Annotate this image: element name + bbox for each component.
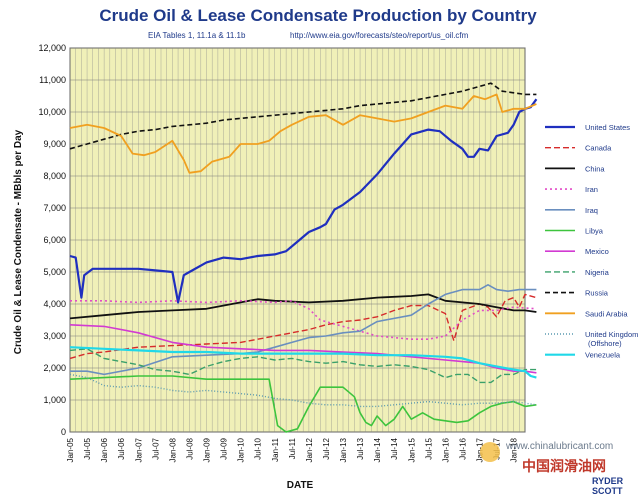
series-line-mexico [69,324,537,374]
x-tick-label: Jan-11 [271,437,280,461]
y-axis-label: Crude Oil & Lease Condensate - MBbls per… [13,129,24,354]
y-tick-label: 11,000 [39,75,66,85]
series-line-libya [69,375,537,433]
y-tick-label: 9,000 [43,139,66,149]
series-line-saudi-arabia [69,93,537,174]
logo-scott: SCOTT [592,486,623,496]
y-tick-label: 6,000 [43,235,66,245]
legend-label: Libya [585,227,604,236]
y-tick-label: 7,000 [43,203,66,213]
x-tick-label: Jan-13 [339,437,348,462]
x-tick-label: Jan-10 [237,437,246,462]
x-tick-label: Jan-08 [168,437,177,462]
legend-label: Iraq [585,206,598,215]
legend-label: Iran [585,185,598,194]
legend-label: United States [585,123,630,132]
series-line-united-kingdom-offshore [69,373,537,408]
series-line-venezuela [69,346,537,379]
y-tick-label: 5,000 [43,267,66,277]
legend-label: Nigeria [585,268,610,277]
legend-label: Venezuela [585,351,621,360]
y-tick-label: 8,000 [43,171,66,181]
grid-lines [69,47,526,433]
x-tick-label: Jul-11 [288,437,297,459]
chart-subtitle-url: http://www.eia.gov/forecasts/steo/report… [290,31,469,40]
y-tick-label: 10,000 [38,107,66,117]
x-tick-label: Jul-09 [220,437,229,459]
y-tick-label: 3,000 [43,331,66,341]
legend-label: Russia [585,289,609,298]
y-axis-ticks: 0 1,000 2,000 3,000 4,000 5,000 6,000 7,000 8,00… [38,43,66,437]
x-tick-label: Jan-14 [373,437,382,462]
legend-label: United Kingdom (Offshore) [585,330,638,348]
y-tick-label: 4,000 [43,299,66,309]
x-tick-label: Jul-08 [185,437,194,459]
legend-label: Mexico [585,247,609,256]
legend-label: Canada [585,144,612,153]
x-tick-label: Jul-05 [83,437,92,459]
y-tick-label: 12,000 [38,43,66,53]
x-tick-label: Jan-15 [407,437,416,462]
x-tick-label: Jul-14 [390,437,399,459]
series-line-china [69,293,537,320]
x-tick-label: Jul-10 [254,437,263,459]
y-tick-label: 0 [61,427,66,437]
x-tick-label: Jul-12 [322,437,331,459]
y-tick-label: 1,000 [43,395,66,405]
x-tick-label: Jan-17 [476,437,485,462]
watermark: www.chinalubricant.com 中国润滑油网 RYDER SCOT… [480,441,624,496]
x-tick-label: Jan-09 [203,437,212,462]
x-tick-label: Jul-13 [356,437,365,459]
x-tick-label: Jan-16 [441,437,450,462]
x-tick-label: Jul-07 [151,437,160,459]
legend: United States Canada China Iran Iraq Libya Mex… [545,123,638,360]
logo-ryder: RYDER [592,476,624,486]
x-axis-ticks: Jan-05 Jul-05 Jan-06 Jul-06 Jan-07 Jul-07 Jan-… [66,437,519,462]
x-axis-label: DATE [287,480,314,491]
series-line-iraq [70,284,537,376]
x-tick-label: Jan-06 [100,437,109,462]
chart-subtitle-tables: EIA Tables 1, 11.1a & 11.1b [148,31,246,40]
series-line-united-states [69,98,538,304]
x-tick-label: Jul-06 [117,437,126,459]
y-tick-label: 2,000 [43,363,66,373]
x-tick-label: Jan-05 [66,437,75,462]
series-lines [69,82,538,433]
chart-title: Crude Oil & Lease Condensate Production … [99,6,537,25]
series-line-nigeria [69,348,537,384]
x-tick-label: Jul-15 [424,437,433,459]
legend-label: Saudi Arabia [585,309,628,318]
watermark-url: www.chinalubricant.com [505,441,613,452]
series-line-russia [69,82,537,150]
series-line-canada [69,293,537,360]
x-tick-label: Jan-18 [510,437,519,462]
watermark-logo-icon [480,442,500,462]
legend-label: China [585,164,605,173]
watermark-chinese: 中国润滑油网 [522,458,606,475]
x-tick-label: Jul-16 [458,437,467,459]
x-tick-label: Jan-12 [305,437,314,462]
x-tick-label: Jan-07 [134,437,143,462]
